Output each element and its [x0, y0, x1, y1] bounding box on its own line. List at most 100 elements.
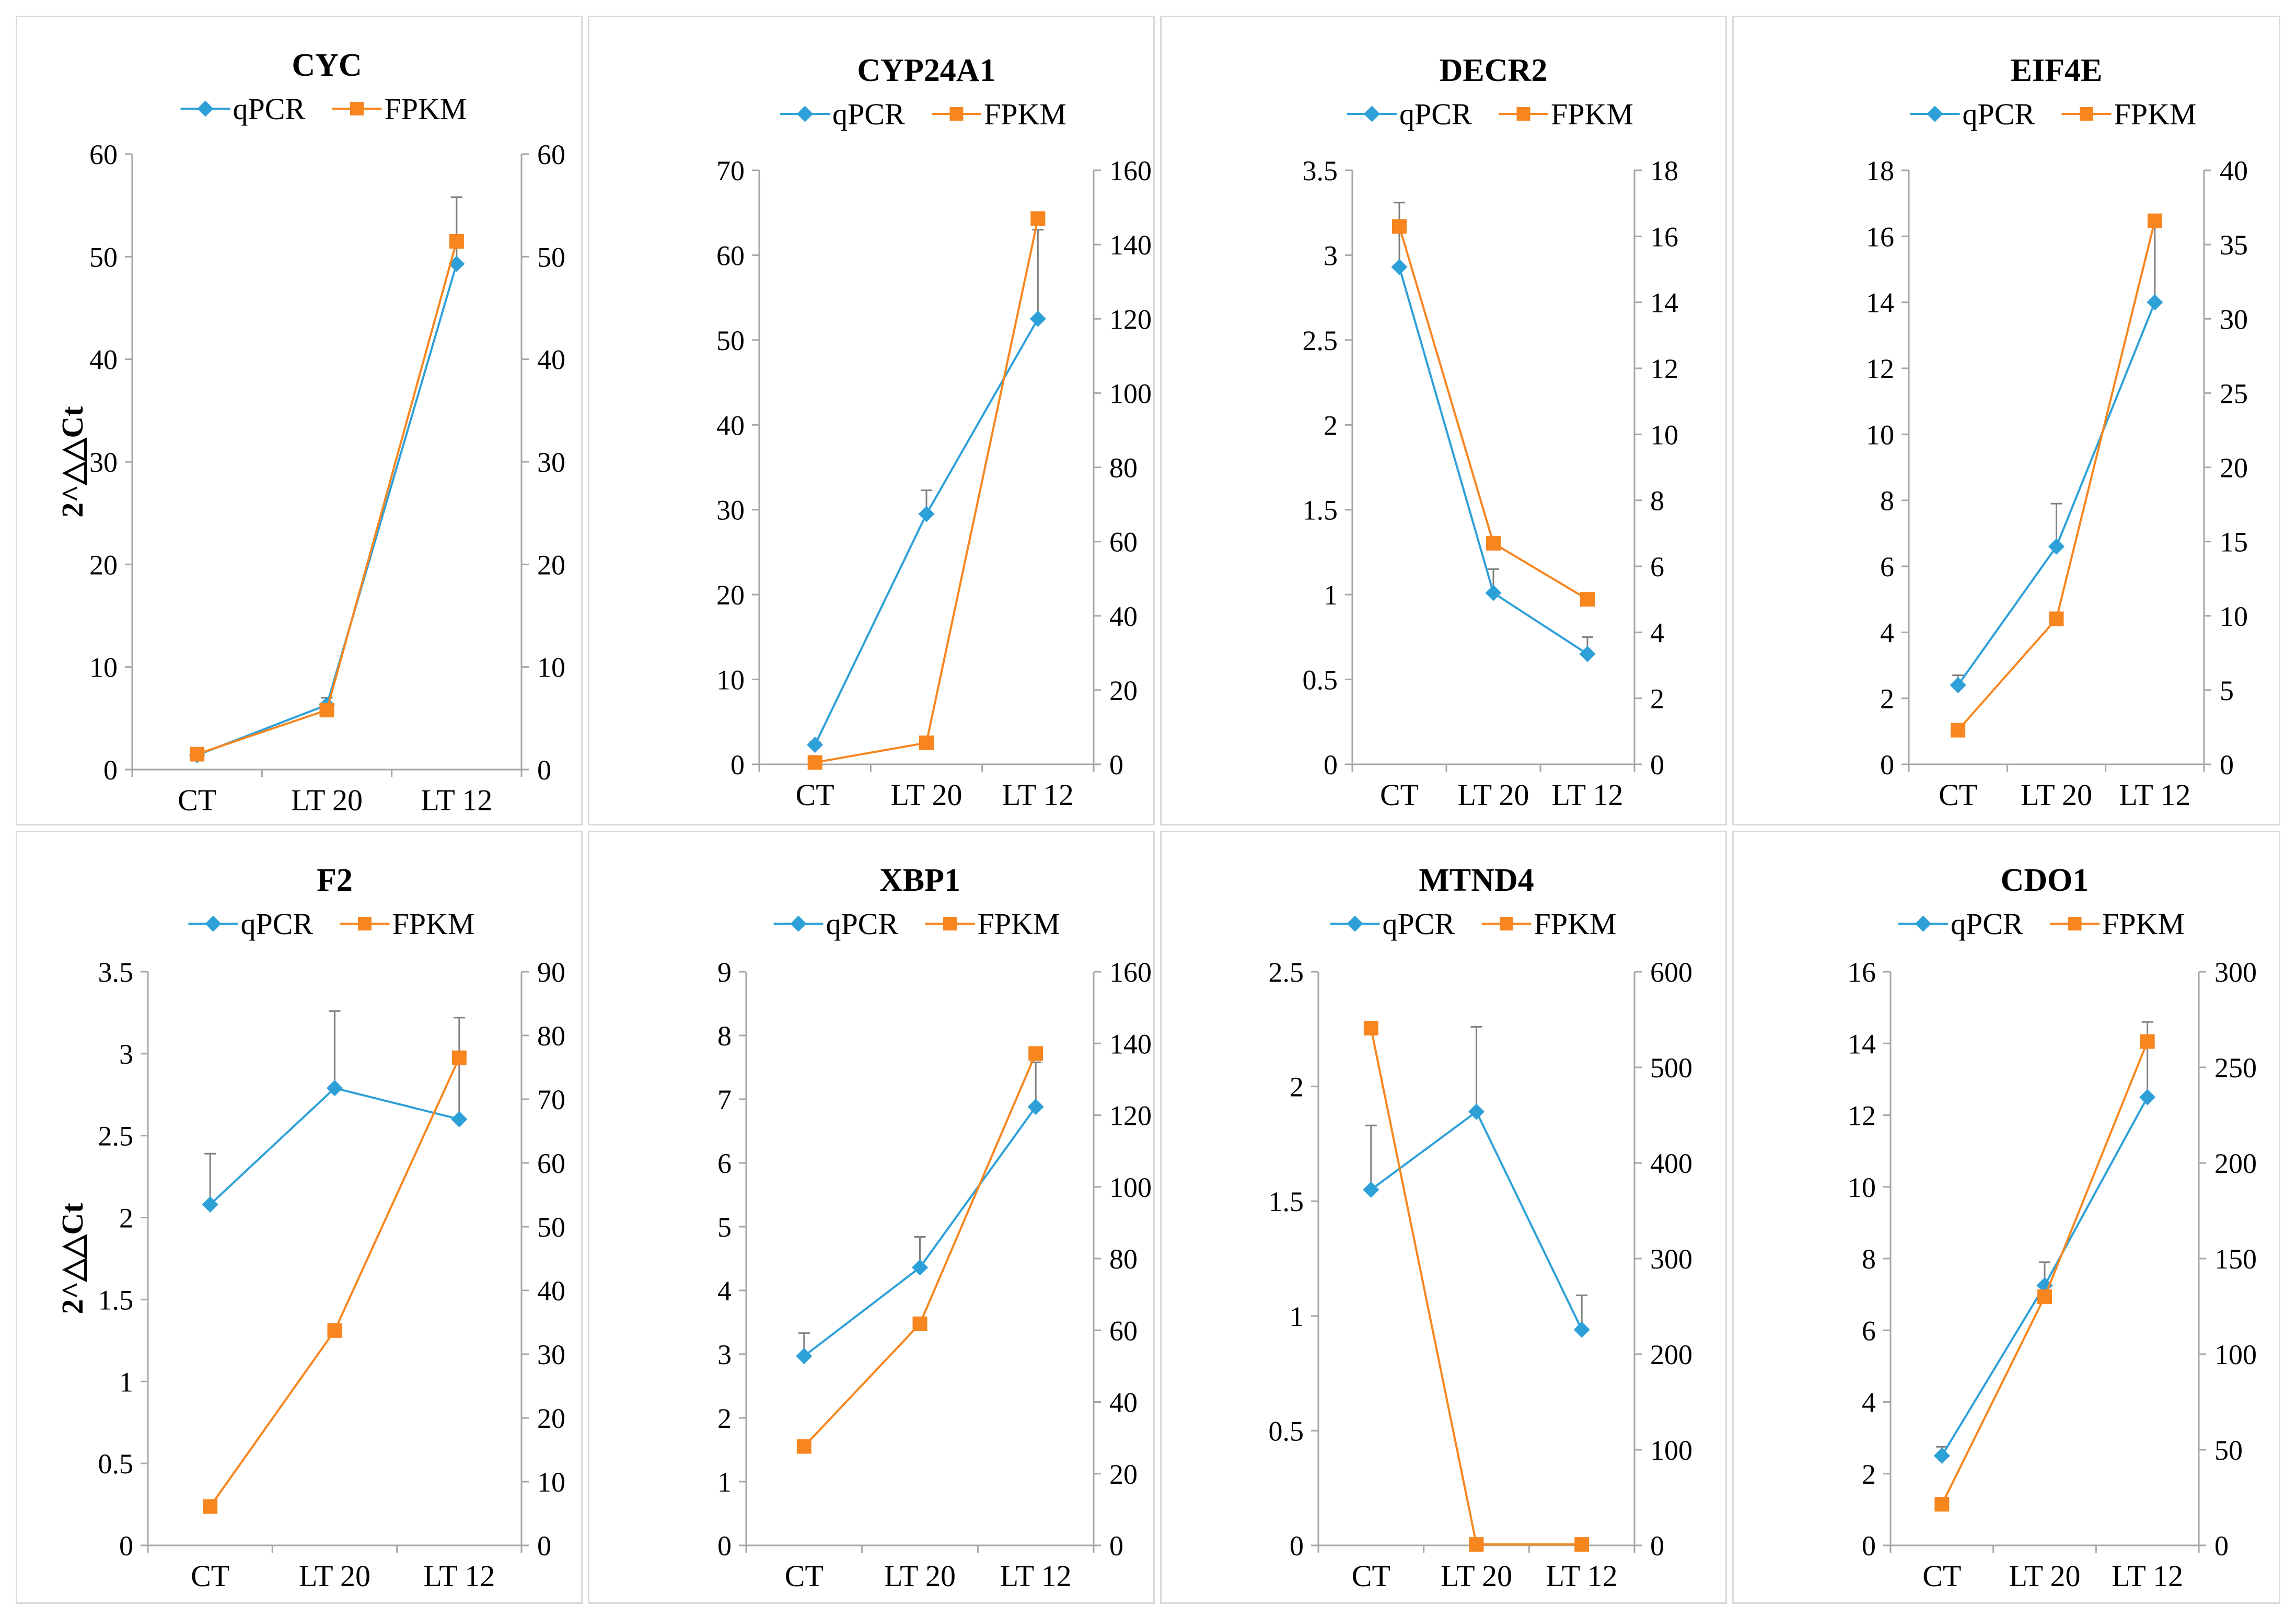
series-line [209, 1057, 460, 1507]
legend: qPCR FPKM [1898, 907, 2185, 941]
chart-panel-eif4e: EIF4E qPCR FPKM 0 2 4 6 8 10 12 14 16 18 0 5 10 15 20 25 30… [1732, 16, 2280, 825]
left-tick-label: 0 [730, 749, 745, 781]
legend-fpkm-label: FPKM [978, 907, 1060, 941]
data-point-fpkm [2037, 1289, 2052, 1305]
left-tick-label: 60 [716, 240, 745, 271]
left-tick-label: 10 [716, 665, 745, 696]
data-point-qpcr [1573, 1321, 1590, 1338]
left-tick-label: 0 [1324, 749, 1338, 781]
data-point-fpkm [1030, 211, 1046, 226]
x-tick-label: LT 20 [291, 783, 363, 817]
right-tick-label: 20 [1109, 675, 1138, 706]
legend-qpcr-marker [205, 915, 222, 932]
x-tick-label: LT 20 [2009, 1559, 2081, 1593]
right-tick-label: 100 [2214, 1339, 2257, 1370]
left-tick-label: 0 [119, 1530, 133, 1562]
series-fpkm [190, 234, 464, 762]
x-tick-label: LT 12 [1552, 778, 1624, 812]
legend-fpkm-marker [2080, 107, 2093, 121]
chart-svg-cyc: CYC qPCR FPKM 0 10 20 30 40 50 60 0 10 20 30 40 50 60 CT L… [55, 48, 565, 817]
series-line [1957, 220, 2156, 731]
series-qpcr [1933, 1021, 2156, 1464]
chart-panel-cdo1: CDO1 qPCR FPKM 0 2 4 6 8 10 12 14 16 0 50 100 150 200 250… [1732, 831, 2280, 1604]
chart-panel-cyp24a1: CYP24A1 qPCR FPKM 0 10 20 30 40 50 60 70 0 20 40 60 80 1… [588, 16, 1155, 825]
right-tick-label: 0 [1650, 749, 1664, 781]
chart-title: EIF4E [2011, 53, 2103, 88]
left-tick-label: 60 [89, 139, 118, 170]
legend: qPCR FPKM [188, 907, 475, 941]
right-tick-label: 0 [2214, 1530, 2229, 1562]
left-tick-label: 4 [1880, 617, 1894, 648]
right-tick-label: 40 [537, 1275, 565, 1307]
data-point-fpkm [1363, 1020, 1378, 1035]
legend-fpkm-label: FPKM [1551, 97, 1633, 131]
data-point-fpkm [319, 703, 334, 718]
left-tick-label: 8 [1880, 485, 1894, 517]
right-tick-label: 15 [2220, 527, 2248, 558]
left-tick-label: 1.5 [1303, 495, 1338, 526]
left-tick-label: 1 [717, 1466, 732, 1498]
data-point-qpcr [2147, 294, 2163, 311]
legend: qPCR FPKM [1330, 907, 1616, 941]
right-tick-label: 80 [1109, 452, 1138, 484]
data-point-qpcr [1391, 259, 1408, 275]
right-tick-label: 60 [537, 1148, 565, 1179]
left-tick-label: 4 [1862, 1387, 1876, 1418]
legend-qpcr-label: qPCR [1383, 907, 1455, 941]
series-fpkm [1951, 213, 2162, 738]
chart-svg-cdo1: CDO1 qPCR FPKM 0 2 4 6 8 10 12 14 16 0 50 100 150 200 250… [1848, 863, 2257, 1593]
chart-title: CYP24A1 [857, 53, 995, 88]
right-tick-label: 50 [537, 1212, 565, 1243]
series-fpkm [807, 211, 1046, 770]
legend-fpkm-label: FPKM [984, 97, 1066, 131]
x-tick-label: LT 12 [1002, 778, 1074, 812]
left-tick-label: 2 [1324, 410, 1338, 441]
legend-qpcr-marker [1927, 106, 1943, 122]
legend-qpcr-marker [1347, 915, 1363, 932]
right-tick-label: 30 [537, 1339, 565, 1370]
left-tick-label: 2 [1862, 1459, 1876, 1490]
series-fpkm [796, 1046, 1043, 1454]
left-tick-label: 5 [717, 1212, 732, 1243]
legend-fpkm-marker [943, 917, 957, 930]
legend-qpcr-label: qPCR [1963, 97, 2035, 131]
data-point-fpkm [1580, 592, 1595, 607]
right-tick-label: 10 [537, 652, 565, 683]
right-tick-label: 35 [2220, 229, 2248, 261]
left-tick-label: 3 [119, 1039, 133, 1070]
legend-qpcr-marker [1915, 915, 1932, 932]
data-point-fpkm [327, 1323, 342, 1338]
right-tick-label: 20 [537, 549, 565, 580]
left-tick-label: 1 [119, 1366, 133, 1398]
left-tick-label: 3 [717, 1339, 732, 1370]
left-tick-label: 0.5 [98, 1448, 134, 1480]
left-tick-label: 16 [1866, 221, 1894, 252]
left-tick-label: 4 [717, 1275, 732, 1307]
right-tick-label: 10 [537, 1466, 565, 1498]
legend-qpcr-label: qPCR [832, 97, 905, 131]
legend: qPCR FPKM [180, 92, 467, 126]
x-tick-label: CT [796, 778, 834, 812]
left-tick-label: 14 [1848, 1028, 1876, 1060]
data-point-fpkm [203, 1499, 218, 1514]
data-point-qpcr [807, 737, 824, 753]
legend-fpkm-label: FPKM [392, 907, 475, 941]
x-tick-label: LT 12 [1000, 1559, 1072, 1593]
legend-fpkm-label: FPKM [385, 92, 467, 126]
right-tick-label: 25 [2220, 378, 2248, 409]
legend-fpkm-marker [1500, 917, 1513, 930]
series-qpcr [807, 229, 1046, 753]
left-tick-label: 10 [1866, 419, 1894, 450]
chart-title: XBP1 [879, 863, 960, 898]
legend-qpcr-label: qPCR [241, 907, 314, 941]
data-point-fpkm [912, 1316, 927, 1331]
left-tick-label: 6 [1880, 551, 1894, 583]
right-tick-label: 70 [537, 1084, 565, 1115]
left-tick-label: 50 [716, 325, 745, 356]
right-tick-label: 4 [1650, 617, 1664, 648]
legend-fpkm-marker [2068, 917, 2082, 930]
right-tick-label: 40 [1109, 1387, 1138, 1418]
legend-qpcr-label: qPCR [233, 92, 306, 126]
legend-qpcr-marker [790, 915, 807, 932]
